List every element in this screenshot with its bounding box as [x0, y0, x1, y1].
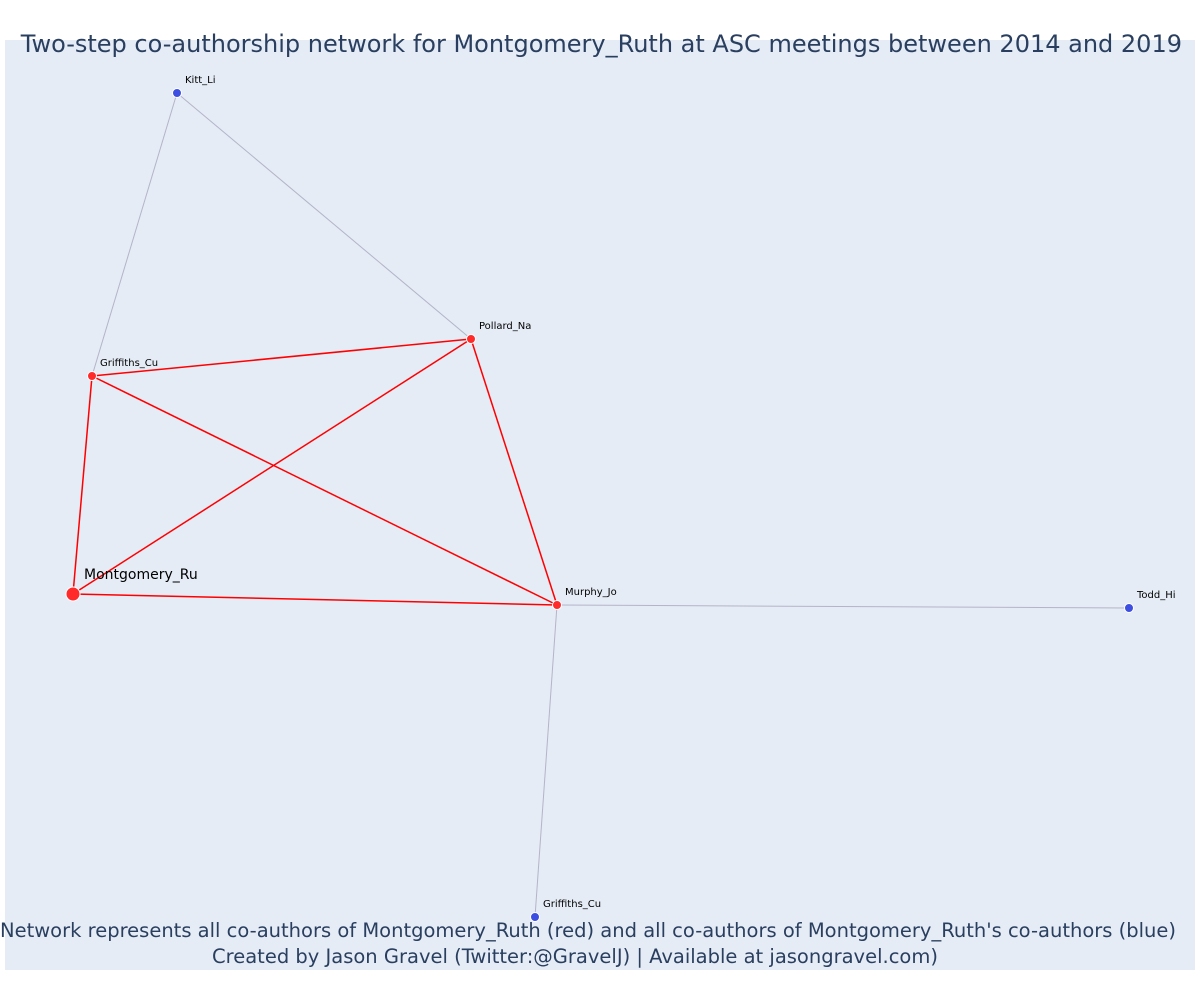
edges-layer [72, 92, 1130, 918]
edge-montgomery-murphy [72, 593, 558, 606]
node-kitt[interactable] [172, 88, 182, 98]
edge-pollard-murphy [470, 338, 558, 606]
nodes-layer [65, 88, 1134, 922]
plot-background [5, 40, 1195, 970]
edge-murphy-todd [556, 604, 1130, 609]
labels-layer: Montgomery_Ru Griffiths_Cu Pollard_Na Murph… [84, 75, 1176, 910]
node-todd[interactable] [1124, 603, 1134, 613]
edge-montgomery-pollard [72, 338, 472, 595]
caption: Network represents all co-authors of Mon… [0, 918, 1176, 970]
node-montgomery[interactable] [65, 586, 81, 602]
chart-title: Two-step co-authorship network for Montg… [20, 30, 1182, 58]
edge-kitt-griffiths1 [91, 92, 178, 377]
caption-line-1: Network represents all co-authors of Mon… [0, 919, 1176, 942]
node-label-montgomery: Montgomery_Ru [84, 567, 198, 583]
caption-line-2: Created by Jason Gravel (Twitter:@Gravel… [212, 945, 938, 968]
node-pollard[interactable] [466, 334, 476, 344]
edge-griffiths1-murphy [91, 375, 558, 606]
node-griffiths1[interactable] [87, 371, 97, 381]
node-label-todd: Todd_Hi [1136, 590, 1176, 601]
node-label-griffiths1: Griffiths_Cu [100, 358, 158, 369]
node-label-griffiths2: Griffiths_Cu [543, 899, 601, 910]
edge-griffiths1-pollard [91, 338, 472, 377]
edge-montgomery-griffiths1 [72, 375, 93, 595]
edge-kitt-pollard [176, 92, 472, 340]
node-label-murphy: Murphy_Jo [565, 587, 617, 598]
node-griffiths2[interactable] [530, 912, 540, 922]
node-label-pollard: Pollard_Na [479, 321, 531, 332]
node-murphy[interactable] [552, 600, 562, 610]
edge-murphy-griffiths2 [534, 604, 558, 918]
node-label-kitt: Kitt_Li [185, 75, 216, 86]
